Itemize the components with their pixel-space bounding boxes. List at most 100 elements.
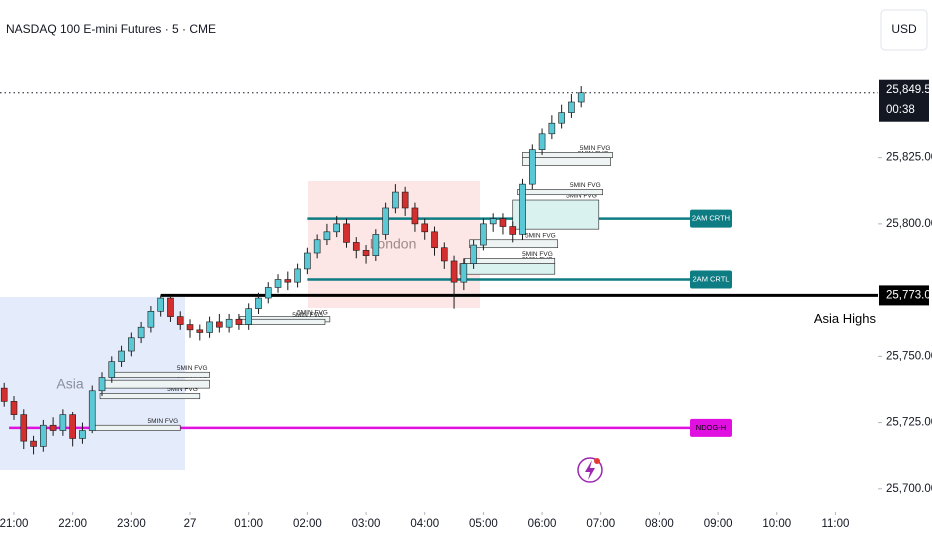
- level-tag: [690, 209, 732, 228]
- fvg-box: [99, 393, 201, 400]
- x-tick-label: 08:00: [645, 518, 674, 530]
- x-tick-label: 01:00: [234, 518, 263, 530]
- x-tick-label: 27: [184, 518, 197, 530]
- alert-icon-ring[interactable]: [577, 457, 603, 483]
- fvg-box: [459, 263, 556, 275]
- fvg-box: [104, 379, 210, 389]
- candle-body: [30, 440, 37, 447]
- chart-title: NASDAQ 100 E-mini Futures · 5 · CME: [6, 22, 216, 36]
- fvg-label: 5MIN FVG: [525, 232, 556, 239]
- candle-body: [147, 310, 155, 328]
- fvg-box: [464, 258, 556, 264]
- candle-body: [304, 252, 311, 270]
- candle-body: [264, 287, 272, 299]
- candle-body: [431, 231, 438, 249]
- candle-body: [128, 337, 135, 352]
- candle-body: [59, 414, 67, 431]
- fvg-box: [239, 318, 326, 325]
- fvg-box: [522, 152, 613, 158]
- candle-body: [538, 133, 546, 150]
- candle-body: [352, 242, 360, 251]
- currency-label[interactable]: USD: [891, 22, 917, 36]
- fvg-box: [469, 239, 559, 249]
- x-tick-label: 22:00: [58, 518, 87, 530]
- candle-body: [235, 318, 243, 325]
- level-tag: [690, 270, 732, 289]
- candle-body: [577, 92, 585, 103]
- candle-body: [108, 361, 116, 378]
- candle-body: [40, 424, 47, 447]
- x-tick-label: 06:00: [528, 518, 557, 530]
- candle-body: [69, 414, 76, 439]
- candle-body: [382, 207, 389, 235]
- level-price-box: [879, 285, 929, 306]
- level-tag: [690, 418, 732, 437]
- candle-body: [548, 122, 556, 135]
- candle-body: [118, 350, 125, 362]
- fvg-label: 5MIN FVG: [167, 386, 198, 393]
- candle-body: [568, 101, 575, 113]
- fvg-box: [94, 424, 181, 431]
- y-tick-label: 25,725.00: [886, 417, 932, 429]
- candle-body: [79, 430, 86, 439]
- axes: 25,700.00 25,725.00 25,750.00 25,800.00 25,8…: [0, 79, 932, 530]
- candle-body: [313, 239, 321, 254]
- candle-body: [255, 297, 262, 309]
- fvg-label: 5MIN FVG: [292, 312, 323, 319]
- candle-body: [186, 324, 194, 331]
- level-label: Asia Highs: [814, 311, 877, 326]
- x-tick-label: 07:00: [586, 518, 615, 530]
- candle-body: [245, 308, 252, 325]
- candle-body: [362, 250, 370, 256]
- fvg-label: 5MIN FVG: [522, 251, 553, 258]
- candle-body: [216, 321, 223, 328]
- candle-body: [558, 112, 565, 124]
- session-label: Asia: [56, 376, 83, 392]
- level-tag-label: 2AM CRTL: [693, 274, 730, 283]
- fvg-label: 5MIN FVG: [297, 309, 328, 316]
- x-tick-label: 23:00: [117, 518, 146, 530]
- candle-body: [284, 279, 292, 283]
- y-tick-label: 25,825.00: [886, 152, 932, 164]
- fvg-label: 5MIN FVG: [570, 182, 601, 189]
- y-tick-label: 25,700.00: [886, 483, 932, 495]
- candle-body: [206, 321, 213, 333]
- alert-icon-bolt[interactable]: [585, 460, 595, 480]
- candle-body: [489, 218, 497, 225]
- candle-body: [88, 390, 96, 431]
- fvg-box: [111, 371, 210, 378]
- candle-body: [196, 329, 204, 333]
- candle-body: [440, 247, 448, 262]
- candle-body: [98, 377, 106, 392]
- candle-body: [528, 149, 536, 185]
- fvg-label: 5MIN FVG: [148, 418, 179, 425]
- level-tag-label: NDOG-H: [696, 423, 726, 432]
- candle-body: [519, 183, 526, 235]
- x-tick-label: 02:00: [293, 518, 322, 530]
- fvg-box: [512, 199, 600, 230]
- fvg-label: 5MIN FVG: [177, 365, 208, 372]
- candle-body: [411, 207, 419, 225]
- candle-body: [343, 223, 350, 243]
- x-tick-label: 05:00: [469, 518, 498, 530]
- candle-body: [294, 268, 301, 283]
- last-price-label: 25,849.50: [886, 84, 932, 96]
- countdown-label: 00:38: [886, 104, 915, 116]
- x-tick-label: 10:00: [762, 518, 791, 530]
- candle-body: [20, 414, 28, 442]
- y-tick-label: 25,800.00: [886, 218, 932, 230]
- fvg-box: [522, 157, 611, 166]
- candle-body: [372, 234, 380, 256]
- candle-body: [274, 279, 282, 288]
- level-tag-label: 2AM CRTH: [692, 214, 730, 223]
- x-tick-label: 21:00: [0, 518, 28, 530]
- currency-button[interactable]: [880, 9, 928, 51]
- candle-body: [157, 297, 164, 312]
- candle-body: [480, 223, 487, 246]
- alert-icon-dot[interactable]: [594, 458, 600, 464]
- candle-body: [450, 260, 458, 283]
- alert-icon[interactable]: [577, 457, 603, 483]
- fvg-box: [517, 189, 604, 196]
- level-price-label: 25,773.00: [886, 289, 932, 301]
